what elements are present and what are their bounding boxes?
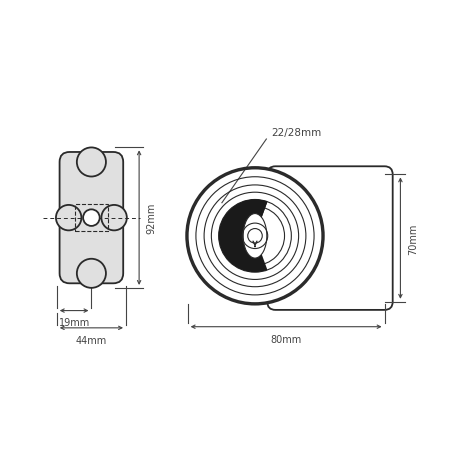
FancyBboxPatch shape — [60, 153, 123, 284]
Bar — [75, 205, 107, 231]
FancyBboxPatch shape — [267, 167, 392, 310]
Text: 19mm: 19mm — [58, 318, 90, 328]
Circle shape — [187, 169, 322, 303]
Text: 44mm: 44mm — [76, 335, 107, 345]
Circle shape — [77, 259, 106, 288]
Text: 80mm: 80mm — [270, 334, 301, 344]
Circle shape — [83, 210, 100, 226]
Text: 70mm: 70mm — [408, 223, 418, 254]
Wedge shape — [218, 200, 267, 273]
Text: 22/28mm: 22/28mm — [270, 128, 320, 137]
Circle shape — [56, 206, 81, 231]
Circle shape — [101, 206, 127, 231]
Text: 92mm: 92mm — [146, 202, 156, 234]
Ellipse shape — [243, 214, 266, 258]
Wedge shape — [242, 200, 267, 235]
Circle shape — [77, 148, 106, 177]
